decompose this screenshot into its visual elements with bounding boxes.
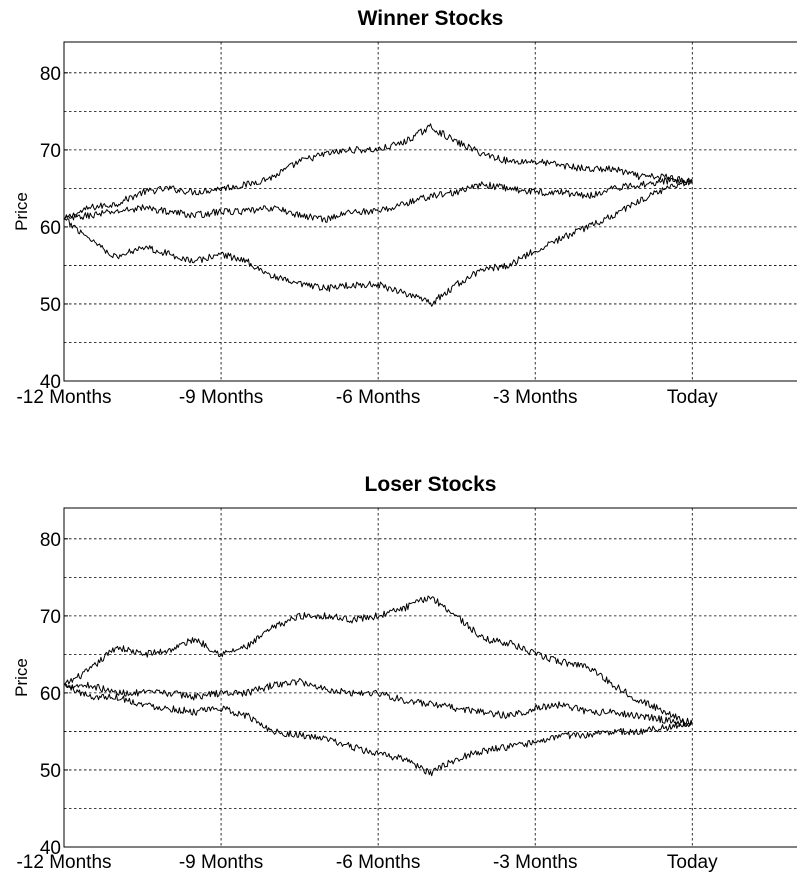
- y-tick-label: 70: [40, 607, 61, 628]
- axis-frame: [63, 41, 797, 382]
- x-tick-label: -12 Months: [16, 852, 111, 873]
- price-path-series-1: [63, 123, 693, 220]
- y-tick-label: 50: [40, 761, 61, 782]
- y-tick-label: 80: [40, 64, 61, 85]
- y-axis-label: Price: [12, 192, 31, 231]
- y-tick-label: 80: [40, 530, 61, 551]
- loser-stocks-chart: Loser Stocks Price 40 50 60 70 80 -12 Months -9 …: [12, 473, 797, 873]
- x-tick-label: -12 Months: [16, 387, 111, 408]
- y-tick-label: 40: [40, 372, 61, 393]
- price-path-series-3: [63, 683, 693, 777]
- winner-stocks-chart: Winner Stocks Price 40 50 60 70 80 -12 Months -9…: [12, 7, 797, 408]
- price-path-series-3: [63, 178, 693, 307]
- y-tick-label: 60: [40, 218, 61, 239]
- price-path-series-2: [63, 176, 693, 223]
- x-tick-label: -9 Months: [179, 387, 263, 408]
- x-tick-label: Today: [667, 852, 718, 873]
- x-tick-label: -6 Months: [336, 852, 420, 873]
- x-tick-label: Today: [667, 387, 718, 408]
- axis-frame: [63, 507, 797, 848]
- y-tick-label: 70: [40, 141, 61, 162]
- chart-title: Winner Stocks: [358, 7, 504, 30]
- y-tick-label: 40: [40, 838, 61, 859]
- x-tick-label: -3 Months: [493, 852, 577, 873]
- price-path-series-2: [63, 678, 693, 728]
- chart-title: Loser Stocks: [365, 473, 497, 496]
- x-tick-label: -6 Months: [336, 387, 420, 408]
- x-tick-label: -9 Months: [179, 852, 263, 873]
- y-tick-label: 50: [40, 295, 61, 316]
- price-path-series-1: [63, 595, 693, 725]
- y-axis-label: Price: [12, 658, 31, 697]
- y-tick-label: 60: [40, 684, 61, 705]
- x-tick-label: -3 Months: [493, 387, 577, 408]
